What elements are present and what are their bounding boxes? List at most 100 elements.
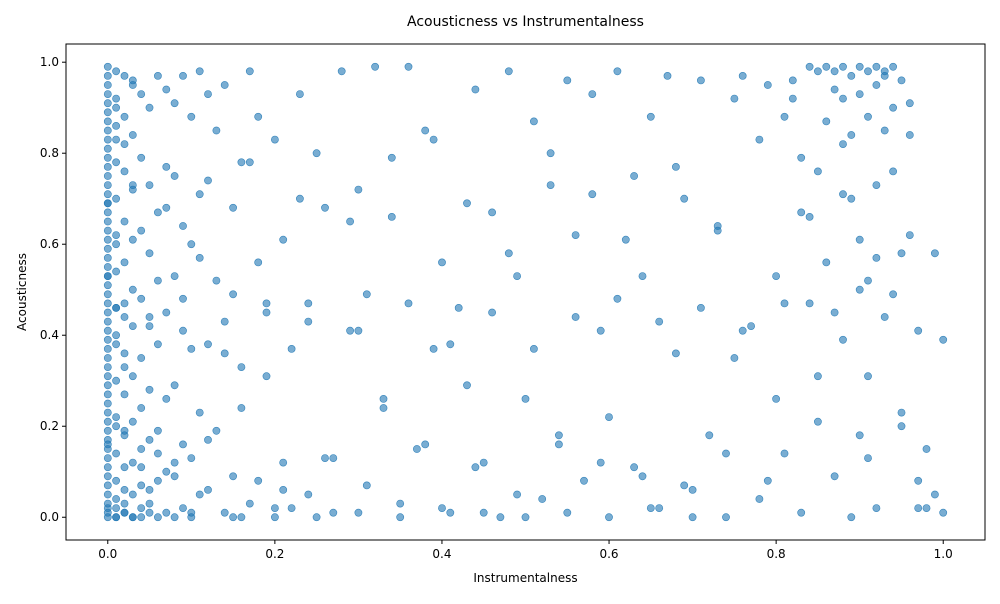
scatter-point <box>120 349 129 358</box>
scatter-point <box>137 226 146 235</box>
scatter-point <box>103 504 112 512</box>
scatter-point <box>112 331 120 340</box>
scatter-point <box>170 381 179 390</box>
scatter-point <box>103 72 112 80</box>
scatter-point <box>672 349 680 358</box>
scatter-point <box>220 317 229 326</box>
scatter-point <box>137 153 146 162</box>
scatter-point <box>697 76 705 85</box>
scatter-point <box>738 72 747 80</box>
scatter-point <box>179 440 187 449</box>
scatter-point <box>120 463 129 472</box>
scatter-point <box>128 490 137 499</box>
scatter-point <box>755 495 764 503</box>
scatter-point <box>103 244 112 253</box>
scatter-point <box>145 181 154 189</box>
scatter-point <box>103 144 112 153</box>
scatter-point <box>722 449 730 458</box>
scatter-point <box>120 112 129 121</box>
scatter-point <box>120 217 129 226</box>
scatter-point <box>112 240 120 249</box>
y-tick-label: 0.0 <box>40 510 59 524</box>
scatter-point <box>655 317 664 326</box>
chart-title: Acousticness vs Instrumentalness <box>407 14 644 30</box>
scatter-point <box>822 258 831 267</box>
scatter-point <box>195 408 204 417</box>
scatter-point <box>103 513 112 522</box>
scatter-point <box>120 499 129 508</box>
scatter-point <box>103 426 112 435</box>
scatter-point <box>805 62 814 71</box>
scatter-point <box>103 153 112 162</box>
scatter-point <box>421 440 430 449</box>
scatter-point <box>663 72 672 80</box>
scatter-point <box>646 504 655 512</box>
scatter-point <box>421 126 430 135</box>
scatter-point <box>931 249 939 258</box>
scatter-point <box>295 194 304 203</box>
scatter-point <box>855 431 864 440</box>
scatter-point <box>814 67 822 76</box>
scatter-point <box>387 212 396 221</box>
scatter-point <box>379 394 388 403</box>
scatter-point <box>580 476 588 485</box>
scatter-point <box>187 508 196 517</box>
scatter-point <box>864 276 872 285</box>
scatter-point <box>788 76 797 85</box>
scatter-point <box>329 454 338 462</box>
x-axis-label: Instrumentalness <box>473 571 577 585</box>
scatter-point <box>830 67 839 76</box>
scatter-point <box>112 449 120 458</box>
scatter-point <box>839 62 847 71</box>
scatter-point <box>922 504 931 512</box>
scatter-point <box>872 62 881 71</box>
scatter-point <box>137 294 146 303</box>
scatter-point <box>488 308 496 317</box>
scatter-point <box>722 513 730 522</box>
scatter-point <box>120 313 129 321</box>
scatter-point <box>446 340 455 349</box>
scatter-point <box>204 90 212 98</box>
scatter-point <box>613 294 622 303</box>
x-tick-label: 0.8 <box>767 547 786 561</box>
x-tick-label: 0.0 <box>98 547 117 561</box>
scatter-point <box>897 422 906 431</box>
scatter-point <box>145 385 154 394</box>
scatter-point <box>145 249 154 258</box>
scatter-point <box>137 463 146 472</box>
scatter-point <box>137 504 146 512</box>
scatter-point <box>170 272 179 280</box>
scatter-point <box>112 340 120 349</box>
x-tick-label: 0.2 <box>265 547 284 561</box>
scatter-point <box>588 190 597 199</box>
scatter-point <box>496 513 505 522</box>
scatter-point <box>646 112 655 121</box>
scatter-point <box>321 454 329 462</box>
scatter-point <box>396 513 405 522</box>
scatter-point <box>103 408 112 417</box>
scatter-point <box>254 476 263 485</box>
scatter-point <box>555 431 563 440</box>
scatter-point <box>630 172 638 180</box>
scatter-point <box>145 103 154 112</box>
scatter-point <box>596 458 605 467</box>
scatter-point <box>128 417 137 426</box>
scatter-point <box>187 454 196 462</box>
scatter-point <box>889 103 897 112</box>
scatter-point <box>204 176 212 185</box>
scatter-point <box>905 131 914 139</box>
scatter-point <box>245 158 254 167</box>
scatter-point <box>112 303 120 312</box>
scatter-point <box>864 454 872 462</box>
scatter-point <box>513 272 521 280</box>
scatter-point <box>588 90 597 98</box>
scatter-point <box>454 303 463 312</box>
scatter-point <box>137 404 146 412</box>
scatter-point <box>672 162 680 171</box>
scatter-point <box>404 62 413 71</box>
scatter-point <box>112 376 120 385</box>
scatter-point <box>822 117 831 126</box>
scatter-point <box>571 231 580 239</box>
scatter-point <box>204 435 212 444</box>
